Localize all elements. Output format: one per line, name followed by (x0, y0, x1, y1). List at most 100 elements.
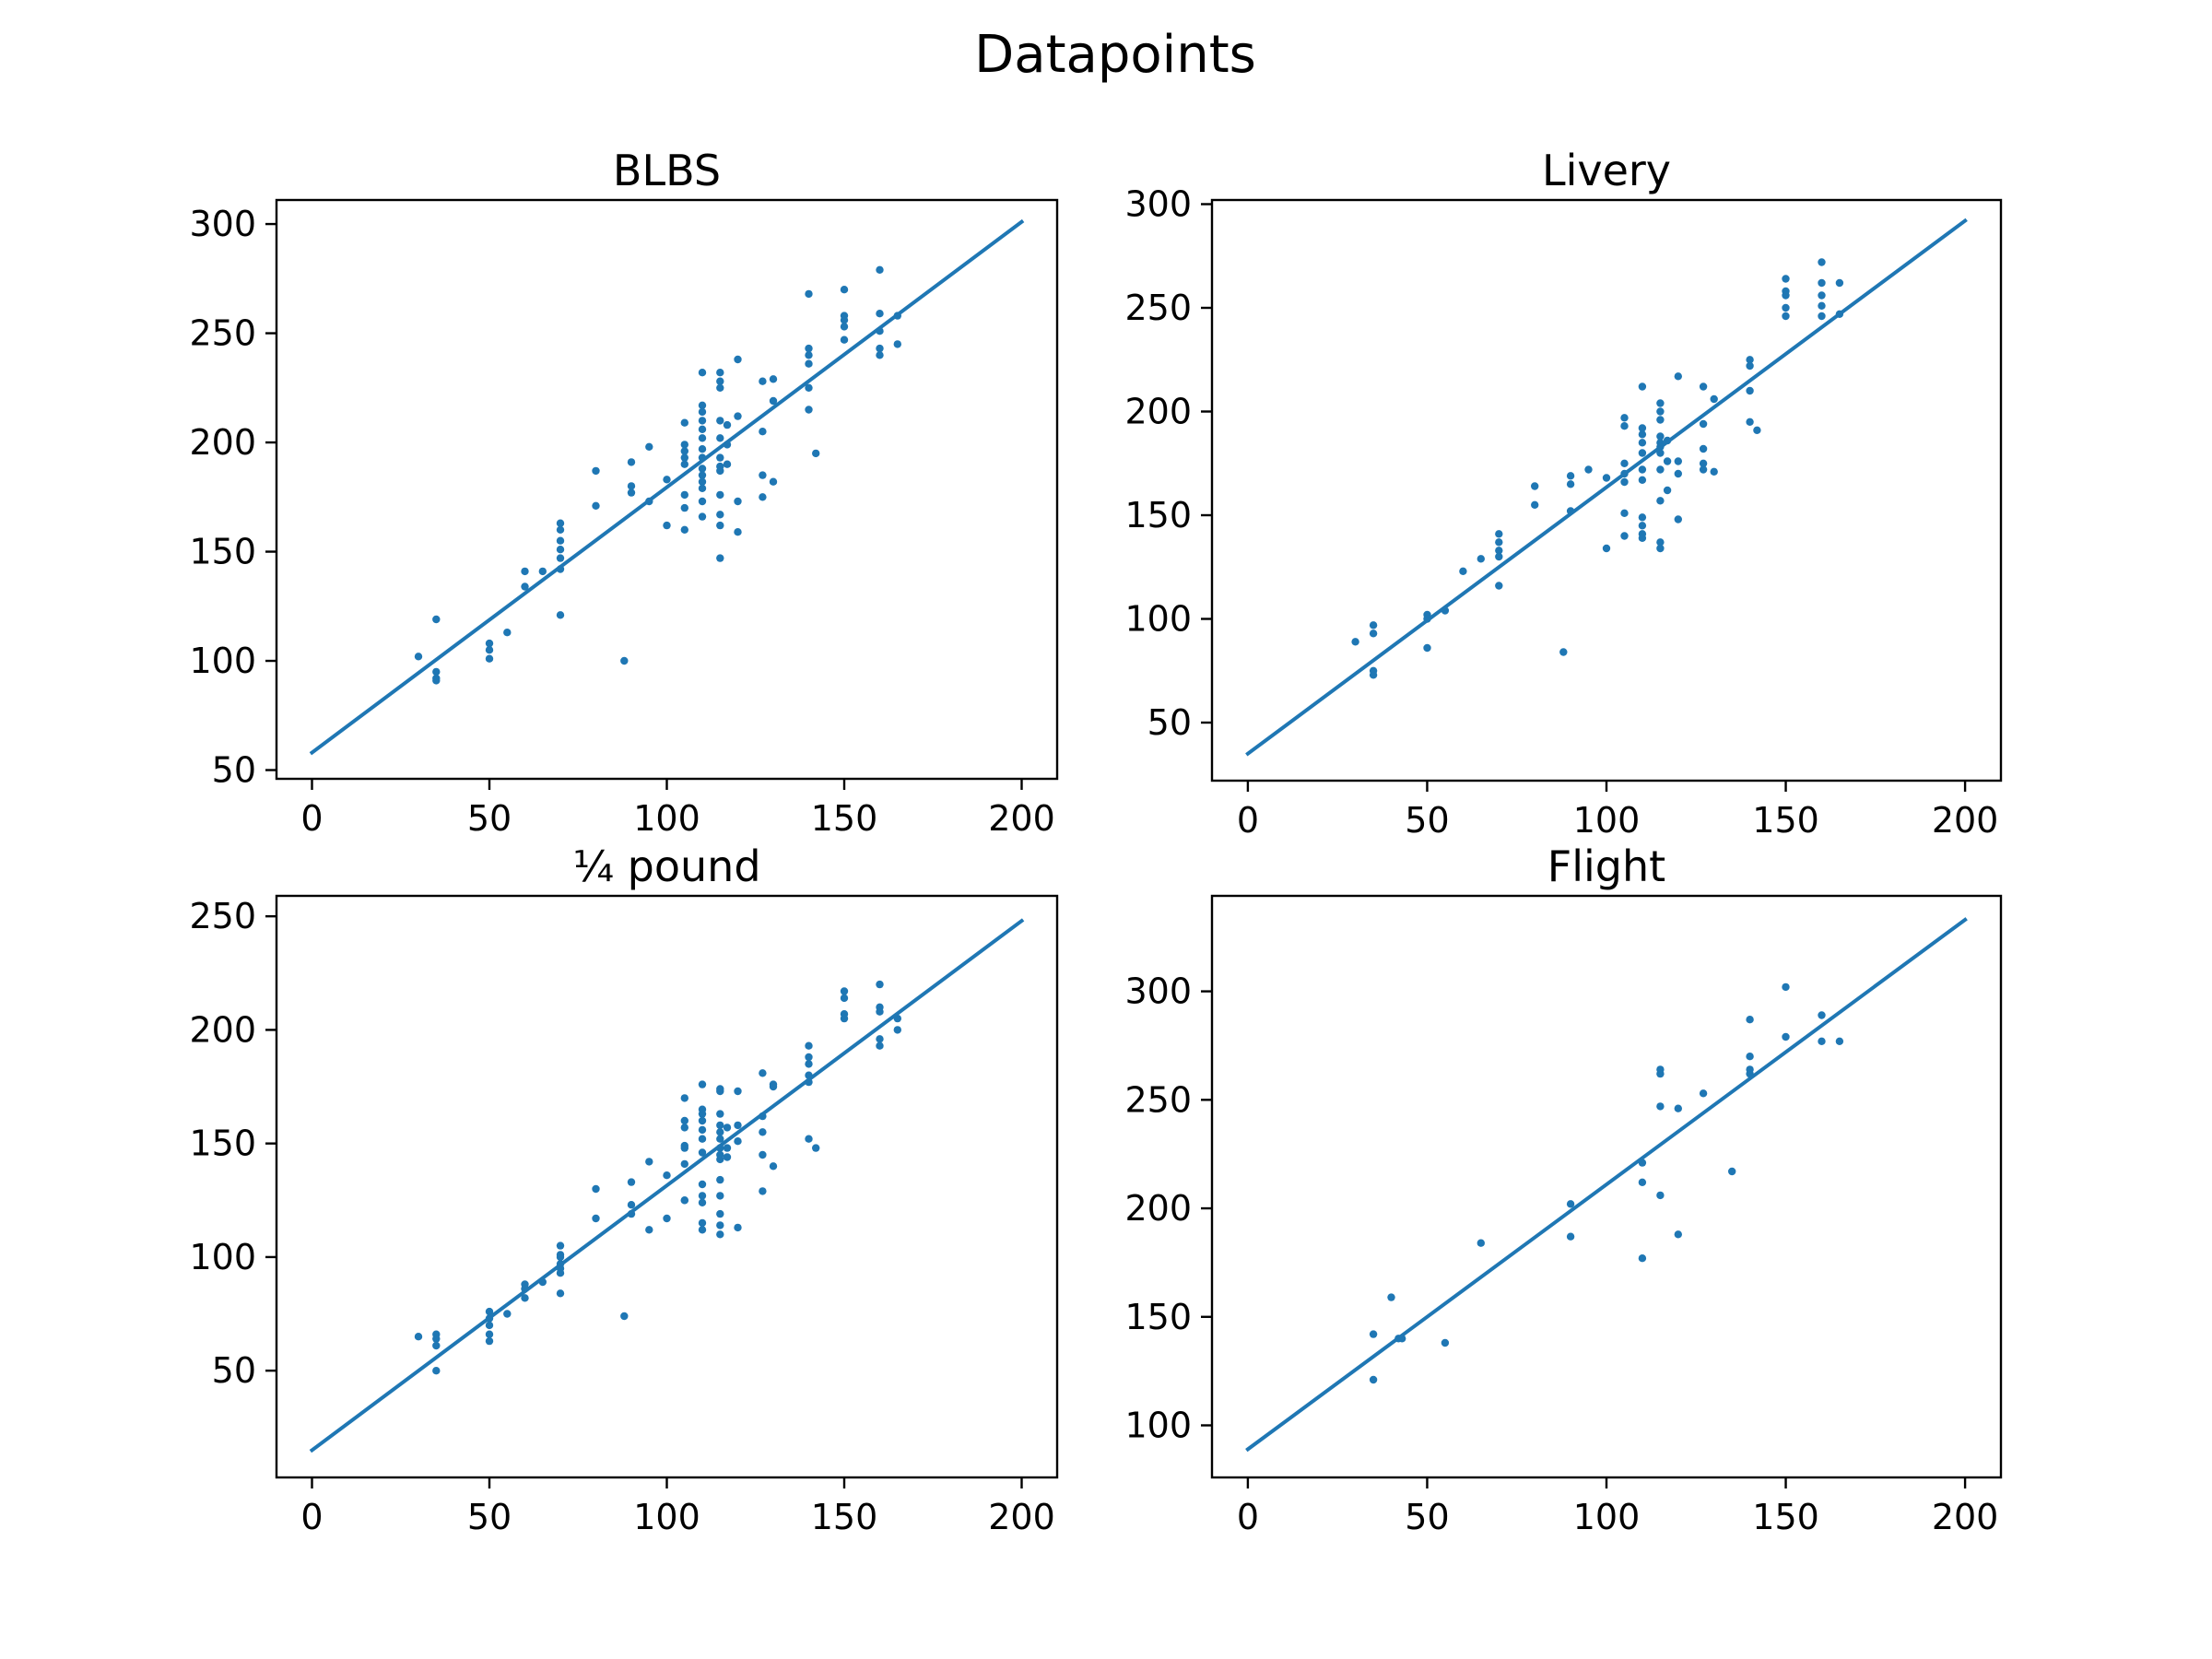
data-point (663, 1214, 671, 1223)
data-point (556, 525, 565, 534)
data-point (769, 477, 778, 486)
data-point (592, 1184, 600, 1194)
data-point (1638, 1178, 1647, 1187)
data-point (1620, 509, 1629, 517)
x-tick-label: 150 (1752, 1497, 1819, 1537)
data-point (1566, 1200, 1575, 1208)
data-point (723, 1153, 732, 1161)
data-point (1699, 1089, 1708, 1098)
data-point (840, 335, 849, 344)
y-axis: 100 150 200 250 300 (1124, 971, 1212, 1445)
data-point (723, 1124, 732, 1132)
data-point (1638, 513, 1647, 522)
data-point (759, 1128, 767, 1136)
data-point (627, 1201, 636, 1209)
data-point (769, 396, 778, 406)
data-point (698, 1080, 707, 1088)
data-point (716, 369, 724, 377)
data-point (1638, 449, 1647, 457)
subplot-title: Flight (1547, 841, 1665, 891)
data-point (1495, 538, 1503, 547)
data-point (759, 1187, 767, 1195)
x-tick-label: 0 (300, 798, 323, 839)
data-point (556, 1269, 565, 1277)
data-point (503, 629, 512, 637)
data-point (840, 323, 849, 331)
data-point (1818, 1037, 1826, 1046)
data-point (723, 460, 732, 468)
subplot-title: BLBS (613, 146, 721, 195)
data-point (716, 490, 724, 500)
x-tick-label: 200 (1932, 800, 1999, 841)
data-point (414, 1333, 423, 1341)
data-point (698, 369, 707, 377)
data-point (876, 980, 884, 989)
data-point (698, 1125, 707, 1135)
y-tick-label: 150 (1124, 1297, 1192, 1337)
data-point (556, 1253, 565, 1262)
data-point (716, 1087, 724, 1096)
data-point (698, 1192, 707, 1200)
data-point (1656, 432, 1665, 441)
data-point (805, 289, 813, 299)
x-tick-label: 200 (1932, 1497, 1999, 1537)
data-point (432, 1335, 441, 1343)
data-point (716, 1192, 724, 1200)
data-point (716, 1121, 724, 1130)
scatter-points (1369, 982, 1844, 1384)
data-point (432, 1341, 441, 1350)
data-point (1566, 472, 1575, 480)
data-point (876, 310, 884, 318)
data-point (716, 1128, 724, 1136)
data-point (521, 567, 529, 576)
x-tick-label: 100 (633, 798, 700, 839)
data-point (1710, 394, 1718, 404)
data-point (556, 1289, 565, 1298)
data-point (769, 1082, 778, 1091)
data-point (759, 1069, 767, 1077)
regression-line (309, 218, 1025, 756)
x-tick-label: 0 (1237, 1497, 1259, 1537)
scatter-points (1351, 258, 1844, 679)
data-point (1746, 386, 1754, 395)
data-point (876, 344, 884, 353)
data-point (698, 471, 707, 479)
data-point (893, 1026, 901, 1034)
subplot-quarter-pound: ¼ pound 0 50 100 150 200 50 100 150 200 250 (189, 841, 1059, 1537)
data-point (840, 316, 849, 324)
data-point (485, 1336, 494, 1346)
x-tick-label: 0 (300, 1497, 323, 1537)
data-point (680, 1094, 688, 1102)
subplots: BLBS 0 50 100 150 200 50 100 150 200 250 300 Livery 0… (189, 146, 2003, 1537)
data-point (680, 1159, 688, 1169)
data-point (1656, 449, 1665, 457)
data-point (1495, 547, 1503, 555)
y-tick-label: 150 (1124, 495, 1192, 535)
x-tick-label: 200 (988, 1497, 1055, 1537)
y-tick-label: 100 (189, 641, 256, 681)
data-point (680, 447, 688, 455)
data-point (1746, 361, 1754, 371)
data-point (812, 1144, 820, 1152)
data-point (1638, 430, 1647, 439)
data-point (759, 471, 767, 479)
y-tick-label: 300 (1124, 184, 1192, 225)
x-tick-label: 150 (811, 798, 878, 839)
y-tick-label: 200 (1124, 392, 1192, 432)
data-point (680, 460, 688, 468)
subplot-blbs: BLBS 0 50 100 150 200 50 100 150 200 250 300 (189, 146, 1059, 839)
data-point (716, 434, 724, 442)
x-axis: 0 50 100 150 200 (1237, 781, 1999, 841)
data-point (1459, 567, 1467, 575)
x-axis: 0 50 100 150 200 (1237, 1477, 1999, 1537)
data-point (485, 1307, 494, 1316)
data-point (716, 511, 724, 519)
x-tick-label: 50 (1405, 800, 1449, 841)
data-point (1477, 555, 1486, 563)
data-point (759, 493, 767, 501)
x-tick-label: 0 (1237, 800, 1259, 841)
data-point (876, 351, 884, 359)
data-point (698, 407, 707, 417)
data-point (627, 1178, 636, 1186)
